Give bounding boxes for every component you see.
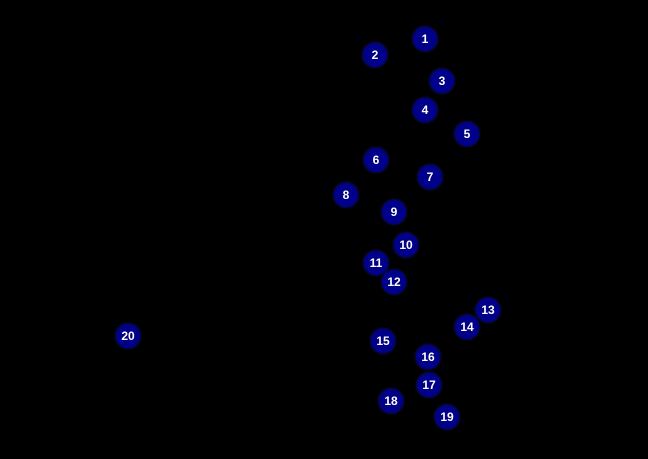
marker-label-16: 16: [421, 350, 435, 364]
marker-label-14: 14: [460, 320, 474, 334]
marker-14[interactable]: 14: [455, 315, 479, 339]
marker-19[interactable]: 19: [435, 405, 459, 429]
marker-10[interactable]: 10: [394, 233, 418, 257]
marker-20[interactable]: 20: [116, 324, 140, 348]
marker-label-11: 11: [369, 256, 383, 270]
marker-15[interactable]: 15: [371, 329, 395, 353]
marker-label-9: 9: [390, 205, 398, 219]
marker-4[interactable]: 4: [413, 98, 437, 122]
marker-17[interactable]: 17: [417, 373, 441, 397]
marker-label-18: 18: [384, 394, 398, 408]
marker-18[interactable]: 18: [379, 389, 403, 413]
marker-2[interactable]: 2: [363, 43, 387, 67]
marker-label-7: 7: [426, 170, 434, 184]
marker-3[interactable]: 3: [430, 69, 454, 93]
marker-label-13: 13: [481, 303, 495, 317]
marker-5[interactable]: 5: [455, 122, 479, 146]
marker-11[interactable]: 11: [364, 251, 388, 275]
marker-label-1: 1: [421, 32, 429, 46]
marker-label-20: 20: [121, 329, 135, 343]
marker-label-17: 17: [422, 378, 436, 392]
marker-16[interactable]: 16: [416, 345, 440, 369]
marker-12[interactable]: 12: [382, 270, 406, 294]
marker-label-4: 4: [421, 103, 429, 117]
marker-13[interactable]: 13: [476, 298, 500, 322]
marker-label-10: 10: [399, 238, 413, 252]
marker-label-15: 15: [376, 334, 390, 348]
marker-label-12: 12: [387, 275, 401, 289]
marker-1[interactable]: 1: [413, 27, 437, 51]
marker-7[interactable]: 7: [418, 165, 442, 189]
marker-8[interactable]: 8: [334, 183, 358, 207]
marker-9[interactable]: 9: [382, 200, 406, 224]
marker-label-19: 19: [440, 410, 454, 424]
marker-6[interactable]: 6: [364, 148, 388, 172]
marker-label-3: 3: [438, 74, 446, 88]
marker-label-2: 2: [371, 48, 379, 62]
marker-label-5: 5: [463, 127, 471, 141]
marker-label-8: 8: [342, 188, 350, 202]
marker-label-6: 6: [372, 153, 380, 167]
